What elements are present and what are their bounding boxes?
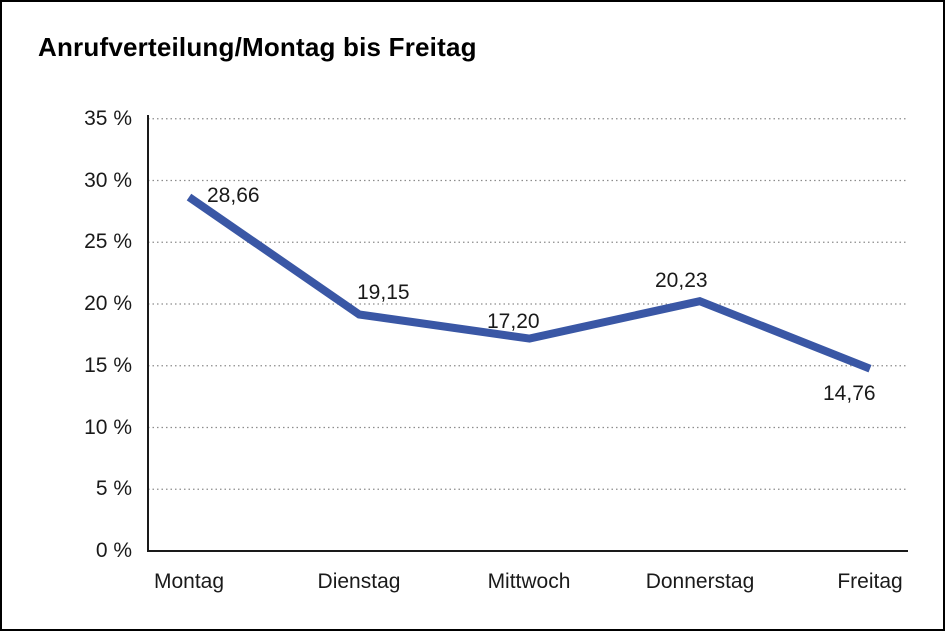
y-tick-label: 30 % [84, 169, 132, 192]
x-category-label: Donnerstag [645, 570, 755, 593]
gridlines [148, 118, 908, 490]
data-point-label: 28,66 [207, 184, 260, 207]
data-point-label: 20,23 [655, 269, 708, 292]
data-point-label: 19,15 [357, 281, 410, 304]
x-category-label: Mittwoch [487, 570, 571, 593]
data-point-label: 17,20 [487, 310, 540, 333]
y-tick-label: 20 % [84, 292, 132, 315]
y-tick-label: 15 % [84, 354, 132, 377]
y-tick-label: 10 % [84, 416, 132, 439]
x-category-label: Dienstag [317, 570, 401, 593]
x-category-label: Montag [153, 570, 225, 593]
y-tick-label: 5 % [95, 477, 132, 500]
chart-title: Anrufverteilung/Montag bis Freitag [38, 32, 477, 62]
x-category-label: Freitag [837, 570, 903, 593]
y-tick-label: 0 % [95, 539, 132, 562]
y-tick-label: 35 % [84, 107, 132, 130]
y-tick-label: 25 % [84, 230, 132, 253]
data-series-line [186, 193, 872, 373]
data-point-label: 14,76 [823, 382, 876, 405]
